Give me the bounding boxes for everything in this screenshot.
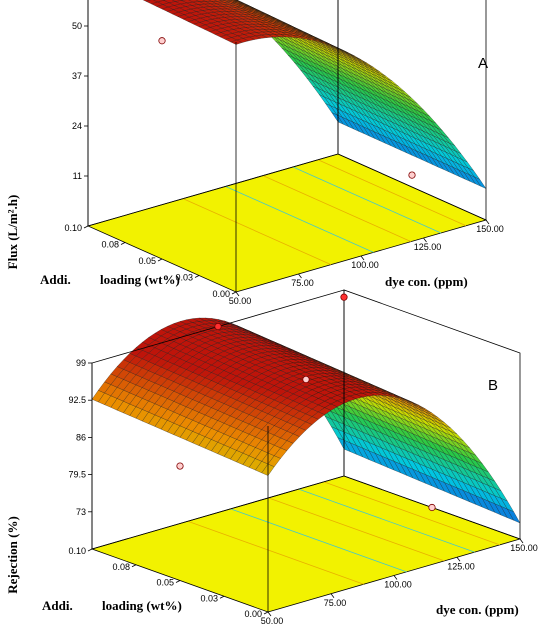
x-tick-mark bbox=[519, 538, 524, 544]
floor-contour bbox=[298, 488, 475, 553]
surface-chart-rejection: 73 79.5 86 92.5 99 50.00 75.00 100.00 125.00 150.… bbox=[5, 289, 538, 626]
z-tick-label: 73 bbox=[76, 507, 86, 517]
y-tick-label: 0.08 bbox=[112, 562, 130, 572]
x-tick-label: 125.00 bbox=[447, 561, 475, 571]
floor-contour bbox=[323, 481, 500, 546]
y-axis-label-right-flux: loading (wt%) bbox=[100, 272, 180, 287]
y-tick-mark bbox=[263, 611, 269, 615]
x-tick-label: 50.00 bbox=[261, 616, 284, 626]
x-tick-label: 100.00 bbox=[351, 260, 379, 270]
y-tick-mark bbox=[175, 580, 181, 583]
z-tick-label: 11 bbox=[73, 171, 82, 181]
y-tick-label: 0.05 bbox=[156, 578, 174, 588]
y-tick-label: 0.10 bbox=[68, 546, 86, 556]
floor-contour bbox=[317, 159, 467, 227]
y-tick-label: 0.05 bbox=[138, 256, 156, 266]
z-tick-label: 37 bbox=[72, 71, 82, 81]
y-tick-mark bbox=[219, 595, 225, 599]
z-tick-label: 86 bbox=[76, 432, 86, 442]
x-tick-label: 50.00 bbox=[229, 296, 252, 306]
y-tick-label: 0.10 bbox=[64, 223, 82, 233]
floor-contour bbox=[262, 175, 412, 242]
side-wall bbox=[337, 0, 487, 221]
y-tick-mark bbox=[157, 258, 163, 262]
y-tick-label: 0.00 bbox=[244, 609, 262, 619]
x-tick-mark bbox=[235, 291, 240, 297]
response-surface-flux bbox=[142, 0, 487, 190]
tick-labels-flux: 112437506350.0075.00100.00125.00150.000.… bbox=[64, 21, 504, 306]
tick-labels-rejection: 73 79.5 86 92.5 99 50.00 75.00 100.00 125.00 150.… bbox=[68, 358, 537, 626]
y-tick-mark bbox=[231, 291, 237, 295]
panel-label-a: A bbox=[478, 55, 488, 72]
y-tick-mark bbox=[120, 242, 126, 245]
y-tick-label: 0.03 bbox=[175, 273, 193, 283]
chart-floor-flux bbox=[86, 153, 488, 293]
y-tick-mark bbox=[87, 548, 93, 552]
surface-cell bbox=[474, 176, 487, 190]
side-wall bbox=[343, 289, 521, 540]
z-tick-label: 50 bbox=[72, 21, 82, 31]
design-point bbox=[214, 322, 222, 331]
surface-chart-flux: 112437506350.0075.00100.00125.00150.000.… bbox=[5, 0, 504, 306]
design-point bbox=[158, 37, 166, 45]
design-point bbox=[428, 503, 436, 512]
floor-contour bbox=[187, 520, 364, 585]
floor-plane bbox=[90, 475, 522, 613]
x-tick-label: 125.00 bbox=[414, 242, 442, 252]
z-tick-label: 99 bbox=[76, 358, 86, 368]
x-tick-mark bbox=[485, 219, 490, 225]
y-tick-label: 0.08 bbox=[101, 240, 119, 250]
y-axis-label-left-rejection: Addi. bbox=[42, 598, 73, 613]
floor-contour bbox=[182, 198, 332, 266]
x-tick-mark bbox=[330, 593, 335, 598]
z-axis-label-flux: Flux (L/m².h) bbox=[5, 195, 20, 270]
y-axis-label-left-flux: Addi. bbox=[40, 272, 71, 287]
floor-contour bbox=[292, 166, 442, 234]
y-tick-label: 0.00 bbox=[212, 289, 230, 299]
axis-frame-rejection bbox=[91, 289, 521, 612]
surface-cell bbox=[506, 508, 521, 524]
y-tick-mark bbox=[131, 564, 137, 568]
z-axis-label-rejection: Rejection (%) bbox=[5, 516, 20, 594]
design-point bbox=[302, 375, 310, 384]
design-point bbox=[176, 462, 184, 470]
z-tick-label: 92.5 bbox=[68, 395, 86, 405]
chart-floor-rejection bbox=[90, 475, 522, 613]
x-tick-label: 75.00 bbox=[291, 278, 314, 288]
x-tick-label: 150.00 bbox=[476, 224, 504, 234]
y-tick-label: 0.03 bbox=[200, 593, 218, 603]
x-tick-label: 100.00 bbox=[384, 580, 412, 590]
x-axis-label-rejection: dye con. (ppm) bbox=[436, 602, 519, 617]
y-tick-mark bbox=[83, 225, 89, 229]
x-tick-mark bbox=[456, 557, 461, 562]
response-surface-rejection bbox=[91, 317, 521, 524]
design-points-flux bbox=[158, 37, 416, 179]
x-tick-mark bbox=[360, 255, 365, 261]
z-tick-label: 79.5 bbox=[68, 470, 86, 480]
design-point bbox=[408, 171, 416, 179]
z-tick-label: 24 bbox=[72, 121, 82, 131]
x-tick-label: 75.00 bbox=[324, 598, 347, 608]
x-tick-mark bbox=[267, 611, 272, 617]
axis-frame-flux bbox=[87, 0, 487, 292]
floor-contour bbox=[230, 508, 407, 573]
y-tick-mark bbox=[194, 275, 200, 278]
y-axis-label-right-rejection: loading (wt%) bbox=[102, 598, 182, 613]
design-points-rejection bbox=[176, 293, 436, 512]
floor-contour bbox=[268, 497, 445, 562]
design-point bbox=[340, 293, 348, 301]
panel-label-b: B bbox=[488, 377, 498, 394]
x-tick-mark bbox=[298, 273, 302, 279]
x-tick-label: 150.00 bbox=[510, 543, 538, 553]
floor-contour bbox=[225, 186, 374, 253]
x-tick-mark bbox=[393, 575, 398, 580]
x-tick-mark bbox=[423, 237, 427, 243]
x-axis-label-flux: dye con. (ppm) bbox=[385, 274, 468, 289]
